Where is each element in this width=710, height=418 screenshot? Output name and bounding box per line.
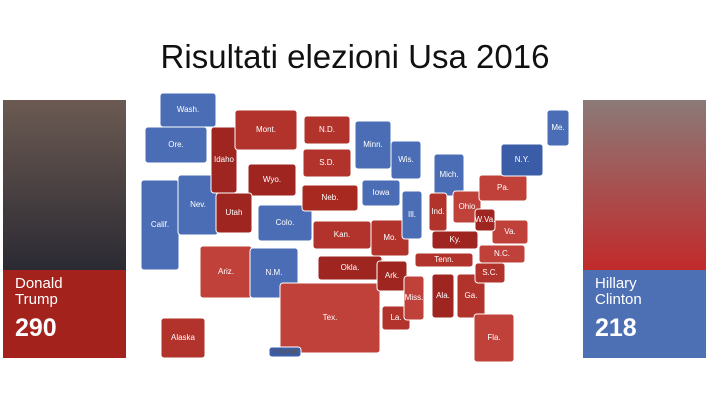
- clinton-box: Hillary Clinton 218: [583, 270, 706, 358]
- state: [247, 163, 297, 197]
- state: [257, 204, 313, 242]
- state-label: N.M.: [266, 268, 283, 277]
- state-label: Ky.: [450, 235, 461, 244]
- state-label: Ga.: [465, 291, 478, 300]
- state-label: Ala.: [436, 291, 450, 300]
- state: [401, 190, 423, 240]
- state-label: Mich.: [439, 170, 458, 179]
- state-label: Mont.: [256, 125, 276, 134]
- state: [452, 190, 482, 224]
- electoral-votes: 218: [595, 314, 637, 342]
- state-label: S.D.: [319, 158, 335, 167]
- state: [268, 346, 302, 358]
- state-label: W.Va.: [475, 215, 496, 224]
- state-label: Fla.: [487, 333, 500, 342]
- state-label: La.: [390, 313, 401, 322]
- state-label: Mo.: [383, 233, 396, 242]
- trump-photo: [3, 100, 126, 270]
- state: [431, 230, 479, 250]
- state-label: Tex.: [323, 313, 338, 322]
- state: [215, 192, 253, 234]
- state-label: Utah: [226, 208, 243, 217]
- state-label: Hawaii: [273, 347, 297, 356]
- state-label: N.C.: [494, 249, 510, 258]
- state: [456, 273, 486, 319]
- state: [160, 317, 206, 359]
- state: [144, 126, 208, 164]
- state: [478, 244, 526, 264]
- state: [474, 208, 496, 232]
- state: [301, 184, 359, 212]
- state-label: Miss.: [405, 293, 424, 302]
- state: [433, 153, 465, 197]
- state-label: Va.: [504, 227, 515, 236]
- state: [279, 282, 381, 354]
- state-label: Nev.: [190, 200, 206, 209]
- title: Risultati elezioni Usa 2016: [160, 38, 550, 75]
- state: [302, 148, 352, 178]
- state-label: N.D.: [319, 125, 335, 134]
- state-label: Wash.: [177, 105, 199, 114]
- state: [303, 115, 351, 145]
- electoral-votes: 290: [15, 314, 57, 342]
- state-label: Ark.: [385, 271, 399, 280]
- state-label: Iowa: [373, 188, 390, 197]
- state-label: Pa.: [497, 183, 509, 192]
- state-label: Ariz.: [218, 267, 234, 276]
- state-label: Kan.: [334, 230, 350, 239]
- state-label: Minn.: [363, 140, 383, 149]
- state: [500, 143, 544, 177]
- state-label: N.Y.: [515, 155, 530, 164]
- state-label: Wis.: [398, 155, 414, 164]
- candidate-name: Donald Trump: [15, 275, 63, 308]
- state-label: Neb.: [322, 193, 339, 202]
- state-label: Ore.: [168, 140, 184, 149]
- state-label: Colo.: [276, 218, 295, 227]
- state-label: Okla.: [341, 263, 360, 272]
- state-label: Ill.: [408, 210, 416, 219]
- state-label: S.C.: [482, 268, 498, 277]
- state-label: Calif.: [151, 220, 169, 229]
- state: [414, 252, 474, 268]
- state-label: Wyo.: [263, 175, 281, 184]
- trump-box: Donald Trump 290: [3, 270, 126, 358]
- state: [491, 219, 529, 245]
- state: [431, 273, 455, 319]
- state: [473, 313, 515, 363]
- state-label: Ind.: [431, 207, 444, 216]
- state-label: Alaska: [171, 333, 196, 342]
- state-label: Idaho: [214, 155, 235, 164]
- state: [390, 140, 422, 180]
- candidate-name: Hillary Clinton: [595, 275, 642, 308]
- state-label: Me.: [551, 123, 564, 132]
- clinton-photo: [583, 100, 706, 270]
- state: [403, 275, 425, 321]
- state-label: Tenn.: [434, 255, 454, 264]
- state-label: Ohio: [459, 202, 476, 211]
- state: [546, 109, 570, 147]
- state: [361, 179, 401, 207]
- state: [234, 109, 298, 151]
